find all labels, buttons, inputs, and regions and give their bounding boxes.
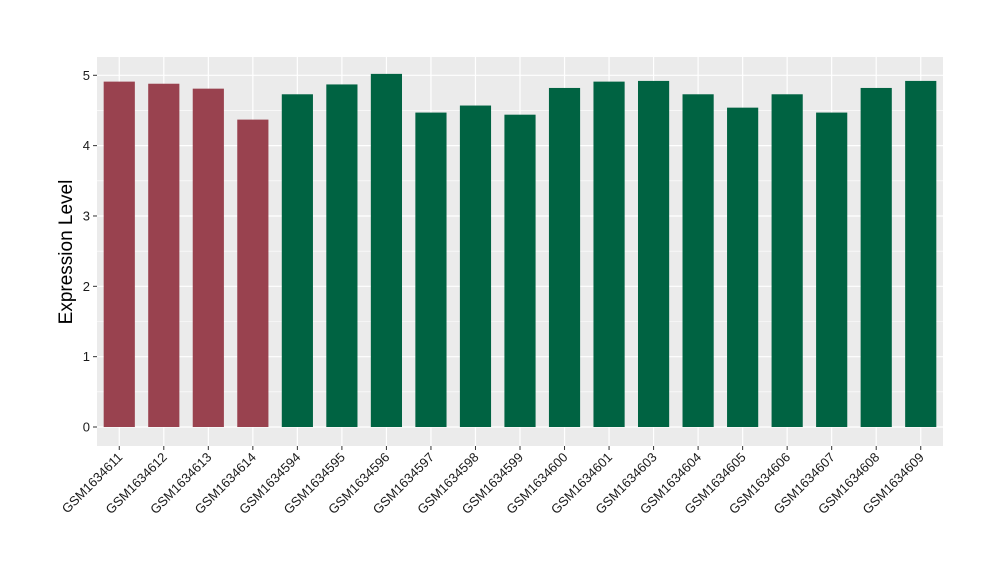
bar-GSM1634612 <box>148 83 180 428</box>
bar-GSM1634598 <box>459 105 492 428</box>
y-tick-label: 1 <box>83 349 90 364</box>
bar-GSM1634606 <box>771 94 803 428</box>
y-tick-label: 4 <box>83 138 90 153</box>
bar-GSM1634600 <box>548 87 581 428</box>
bar-GSM1634596 <box>370 73 403 428</box>
bar-GSM1634597 <box>415 112 447 428</box>
y-tick-label: 0 <box>83 420 90 435</box>
y-tick-label: 3 <box>83 208 90 223</box>
x-axis: GSM1634611GSM1634612GSM1634613GSM1634614… <box>59 446 927 517</box>
bar-GSM1634601 <box>593 81 625 428</box>
bar-GSM1634604 <box>682 94 714 428</box>
bar-GSM1634607 <box>816 112 848 428</box>
bar-GSM1634603 <box>637 80 670 428</box>
bar-GSM1634611 <box>103 81 135 428</box>
bars <box>103 73 937 428</box>
bar-GSM1634613 <box>192 88 224 428</box>
bar-GSM1634595 <box>326 84 358 428</box>
y-axis-title: Expression Level <box>56 180 77 325</box>
y-tick-label: 5 <box>83 68 90 83</box>
bar-GSM1634599 <box>504 114 536 428</box>
y-axis: 0 1 2 3 4 5 <box>83 68 97 435</box>
y-tick-label: 2 <box>83 279 90 294</box>
bar-GSM1634609 <box>905 80 937 428</box>
bar-GSM1634605 <box>727 107 759 428</box>
bar-GSM1634594 <box>281 94 313 428</box>
bar-GSM1634608 <box>860 87 892 428</box>
bar-GSM1634614 <box>237 119 269 428</box>
